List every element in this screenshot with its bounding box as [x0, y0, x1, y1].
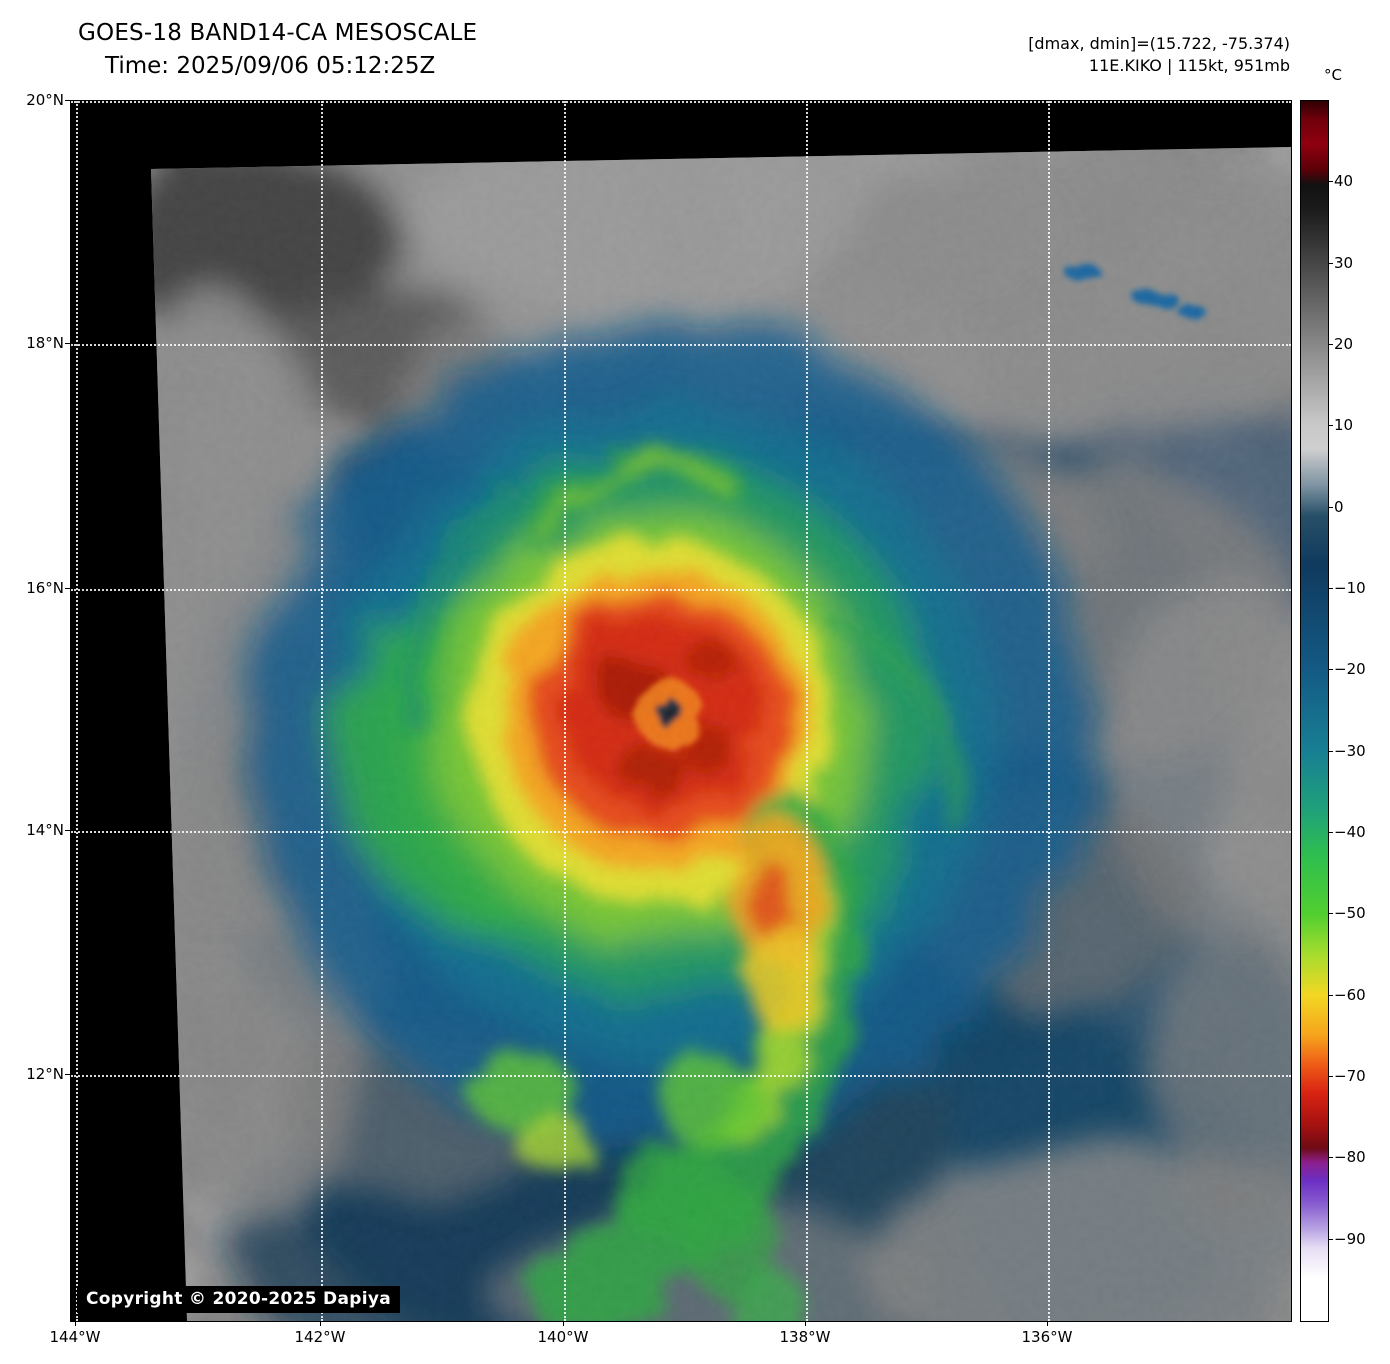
lat-tick-label: 20°N — [26, 91, 64, 109]
colorbar-tick-mark — [1328, 995, 1333, 996]
colorbar-tick-mark — [1328, 1076, 1333, 1077]
colorbar-tick-label: −30 — [1334, 742, 1366, 760]
colorbar-tick-label: 30 — [1334, 254, 1354, 272]
colorbar — [1300, 100, 1329, 1322]
lon-tick-mark — [563, 1321, 564, 1326]
colorbar-tick-label: −60 — [1334, 986, 1366, 1004]
colorbar-tick-label: −40 — [1334, 823, 1366, 841]
lon-tick-label: 144°W — [49, 1328, 101, 1346]
colorbar-tick-label: −10 — [1334, 579, 1366, 597]
plot-title: GOES-18 BAND14-CA MESOSCALE — [78, 20, 478, 46]
lon-tick-label: 138°W — [779, 1328, 831, 1346]
colorbar-tick-mark — [1328, 588, 1333, 589]
colorbar-tick-mark — [1328, 1157, 1333, 1158]
colorbar-tick-mark — [1328, 507, 1333, 508]
lat-tick-mark — [65, 100, 70, 101]
colorbar-unit-label: °C — [1324, 66, 1342, 84]
copyright-badge: Copyright © 2020-2025 Dapiya — [77, 1286, 400, 1313]
time-label: Time: 2025/09/06 05:12:25Z — [105, 53, 436, 79]
lat-tick-label: 12°N — [26, 1065, 64, 1083]
lat-tick-label: 16°N — [26, 579, 64, 597]
scan-area — [151, 147, 1291, 1321]
lon-tick-mark — [805, 1321, 806, 1326]
dmax-dmin-label: [dmax, dmin]=(15.722, -75.374) — [1028, 34, 1290, 53]
colorbar-tick-label: −50 — [1334, 904, 1366, 922]
lon-tick-mark — [320, 1321, 321, 1326]
lat-tick-mark — [65, 588, 70, 589]
colorbar-tick-mark — [1328, 913, 1333, 914]
colorbar-tick-mark — [1328, 751, 1333, 752]
colorbar-tick-label: 0 — [1334, 498, 1344, 516]
lon-tick-label: 136°W — [1021, 1328, 1073, 1346]
colorbar-tick-label: 20 — [1334, 335, 1354, 353]
lon-tick-mark — [75, 1321, 76, 1326]
colorbar-tick-label: −20 — [1334, 660, 1366, 678]
colorbar-tick-mark — [1328, 263, 1333, 264]
lat-tick-label: 14°N — [26, 821, 64, 839]
header-right: [dmax, dmin]=(15.722, -75.374) 11E.KIKO … — [790, 33, 1290, 77]
lon-tick-label: 142°W — [294, 1328, 346, 1346]
lat-tick-mark — [65, 343, 70, 344]
colorbar-tick-mark — [1328, 344, 1333, 345]
lat-tick-mark — [65, 830, 70, 831]
satellite-imagery — [71, 101, 1291, 1321]
colorbar-tick-mark — [1328, 832, 1333, 833]
colorbar-tick-label: −70 — [1334, 1067, 1366, 1085]
colorbar-tick-label: 40 — [1334, 172, 1354, 190]
colorbar-tick-label: −80 — [1334, 1148, 1366, 1166]
satellite-map: Copyright © 2020-2025 Dapiya — [70, 100, 1292, 1322]
colorbar-tick-mark — [1328, 425, 1333, 426]
colorbar-tick-mark — [1328, 181, 1333, 182]
colorbar-tick-mark — [1328, 669, 1333, 670]
colorbar-tick-label: −90 — [1334, 1230, 1366, 1248]
lon-tick-label: 140°W — [537, 1328, 589, 1346]
colorbar-tick-mark — [1328, 1239, 1333, 1240]
lat-tick-label: 18°N — [26, 334, 64, 352]
colorbar-tick-label: 10 — [1334, 416, 1354, 434]
lat-tick-mark — [65, 1074, 70, 1075]
storm-info-label: 11E.KIKO | 115kt, 951mb — [1088, 56, 1290, 75]
lon-tick-mark — [1047, 1321, 1048, 1326]
